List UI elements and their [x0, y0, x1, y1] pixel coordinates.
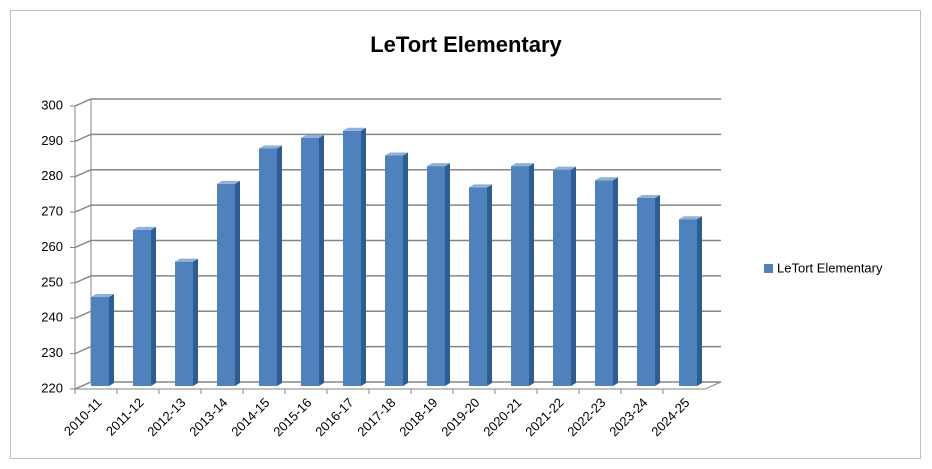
- bar: [511, 166, 529, 386]
- bar-side: [529, 163, 534, 386]
- bar-side: [361, 127, 366, 386]
- grid-line: [74, 98, 721, 107]
- bar-side: [697, 216, 702, 386]
- legend-label: LeTort Elementary: [777, 260, 883, 275]
- bar-side: [613, 177, 618, 386]
- bar-top: [385, 152, 408, 156]
- bar-side: [277, 145, 282, 386]
- y-tick-label: 230: [41, 345, 63, 360]
- bar-top: [301, 134, 324, 138]
- bar-side: [445, 163, 450, 386]
- bar: [637, 197, 655, 386]
- grid-line: [74, 133, 721, 143]
- bar: [217, 183, 235, 386]
- bar: [679, 219, 697, 386]
- bar: [595, 180, 613, 386]
- y-tick-label: 240: [41, 310, 63, 325]
- bar-side: [571, 166, 576, 386]
- bar-top: [217, 180, 240, 184]
- bar-top: [91, 294, 114, 298]
- bar-side: [319, 134, 324, 386]
- bar: [343, 130, 361, 386]
- y-tick-label: 300: [41, 97, 63, 112]
- bar-top: [511, 163, 534, 167]
- bar-top: [637, 194, 660, 198]
- bar-side: [655, 194, 660, 386]
- bar-side: [235, 180, 240, 386]
- bar-top: [595, 177, 618, 181]
- bar-side: [487, 184, 492, 386]
- bar: [469, 187, 487, 386]
- bar-side: [109, 294, 114, 386]
- legend-swatch: [764, 264, 773, 273]
- bar: [133, 229, 151, 386]
- chart-title: LeTort Elementary: [370, 32, 562, 57]
- y-tick-label: 280: [41, 168, 63, 183]
- bar-top: [133, 226, 156, 230]
- y-tick-label: 250: [41, 274, 63, 289]
- y-tick-label: 260: [41, 239, 63, 254]
- bar: [301, 137, 319, 386]
- bar: [427, 166, 445, 386]
- y-tick-label: 270: [41, 204, 63, 219]
- bar-top: [343, 127, 366, 131]
- bar: [91, 297, 109, 386]
- bar-top: [469, 184, 492, 188]
- bar: [259, 148, 277, 386]
- bar: [385, 155, 403, 386]
- y-tick-label: 290: [41, 133, 63, 148]
- bar-side: [403, 152, 408, 386]
- y-tick-label: 220: [41, 380, 63, 395]
- bar-side: [151, 226, 156, 386]
- bar-top: [553, 166, 576, 170]
- bar-top: [679, 216, 702, 220]
- bar-top: [259, 145, 282, 149]
- bar: [175, 261, 193, 386]
- bar-top: [427, 163, 450, 167]
- bar-top: [175, 258, 198, 262]
- bar-side: [193, 258, 198, 386]
- bar: [553, 169, 571, 386]
